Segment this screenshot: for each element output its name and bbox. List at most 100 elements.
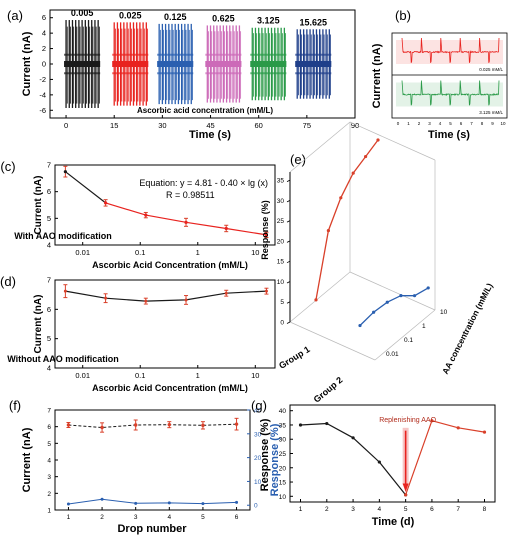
x-tick-label: 0 <box>64 121 68 130</box>
x-tick-label: 75 <box>303 121 311 130</box>
response-line <box>68 499 236 504</box>
data-point <box>185 298 188 301</box>
panel-c: 0.01 0.1 1 10 4 5 6 7 Ascorbic Acid Concentratio… <box>0 159 275 270</box>
x-tick-label: 1 <box>67 514 71 521</box>
x-axis-label: Time (s) <box>428 129 470 141</box>
x-tick-label: 10 <box>251 371 259 380</box>
x-tick-label: 2 <box>418 121 421 126</box>
y-tick-label: 0 <box>42 60 46 69</box>
y-tick-label: 5 <box>47 334 51 343</box>
series-label: 3.125 <box>257 16 280 26</box>
data-point <box>457 426 460 429</box>
data-point <box>134 502 137 505</box>
data-point <box>378 460 381 463</box>
x-tick-label: 1 <box>196 248 200 257</box>
data-point <box>372 311 375 314</box>
panel-label: (a) <box>7 8 23 23</box>
data-point <box>67 423 70 426</box>
data-point <box>101 498 104 501</box>
panel-label: (d) <box>0 274 16 289</box>
noise-band <box>157 54 193 56</box>
series-line <box>360 288 428 326</box>
data-point <box>299 423 302 426</box>
y-tick-label: 35 <box>279 422 287 429</box>
data-point <box>352 172 355 175</box>
data-point <box>168 423 171 426</box>
y-tick-label: 5 <box>47 214 51 223</box>
x-axis-label: Time (d) <box>372 516 415 528</box>
series-label: 0.025 <box>119 10 142 20</box>
y-axis-label: Current (nA) <box>33 295 44 354</box>
x-tick-label: 6 <box>460 121 463 126</box>
data-point <box>67 503 70 506</box>
y-tick-label: 7 <box>47 408 51 415</box>
data-point <box>314 298 317 301</box>
data-point <box>201 424 204 427</box>
y-axis-label: Response (%) <box>260 200 270 260</box>
y-axis-label: Current (nA) <box>33 176 44 235</box>
x-tick-label: 15 <box>110 121 118 130</box>
baseline-band <box>157 61 193 67</box>
panel-label: (g) <box>251 398 267 413</box>
x-axis-label: Drop number <box>117 523 187 535</box>
noise-band <box>295 72 331 74</box>
group-label: Group 1 <box>277 344 312 371</box>
data-point <box>325 422 328 425</box>
annotation: Without AAO modification <box>7 354 119 364</box>
x-tick-label: 30 <box>158 121 166 130</box>
y-tick-label: 10 <box>277 279 285 286</box>
z-tick-label: 10 <box>440 309 448 316</box>
trace-legend: 3.125 mM/L <box>479 110 503 115</box>
data-point <box>404 493 407 496</box>
y-tick-label: 0 <box>280 320 284 327</box>
panel-label: (e) <box>290 152 306 167</box>
group-label: Group 2 <box>312 375 345 405</box>
data-point <box>184 221 187 224</box>
y-tick-label: 4 <box>42 29 46 38</box>
noise-band <box>157 72 193 74</box>
panel-b: 0 1 2 3 4 5 6 7 8 9 10Time (s)Current (nA)(b)0.025… <box>371 8 507 141</box>
series-0.025: 0.025 <box>112 10 148 105</box>
x-tick-label: 60 <box>255 121 263 130</box>
data-point <box>427 286 430 289</box>
noise-band <box>112 54 148 56</box>
data-point <box>235 422 238 425</box>
data-point <box>225 227 228 230</box>
baseline-band <box>250 61 286 67</box>
y-tick-label: 40 <box>279 408 287 415</box>
data-point <box>104 201 107 204</box>
y-tick-label: 20 <box>279 465 287 472</box>
series-line <box>316 140 378 300</box>
noise-band <box>112 72 148 74</box>
data-point <box>399 294 402 297</box>
y-right-tick-label: 0 <box>254 503 258 510</box>
x-tick-label: 5 <box>201 514 205 521</box>
y-tick-label: 6 <box>47 424 51 431</box>
panel-label: (b) <box>395 8 411 23</box>
data-point <box>386 301 389 304</box>
x-axis-label: Time (s) <box>189 129 231 141</box>
panel-f: 1 2 3 4 5 6 1 2 3 4 5 6 7 0 10 20 30 40 Drop number Current… <box>9 398 281 535</box>
x-tick-label: 5 <box>404 506 408 513</box>
data-point <box>483 431 486 434</box>
data-point <box>64 290 67 293</box>
box-top-edge <box>350 122 435 160</box>
series-label: 0.125 <box>164 12 187 22</box>
panel-a: 0 15 30 45 60 75 906420-2-4-6Time (s)Current (… <box>7 8 359 141</box>
y-axis-label: Current (nA) <box>21 427 33 492</box>
x-tick-label: 5 <box>449 121 452 126</box>
y-tick-label: 7 <box>47 161 51 170</box>
series-0.005: 0.005 <box>64 8 100 108</box>
x-tick-label: 1 <box>299 506 303 513</box>
x-tick-label: 10 <box>500 121 506 126</box>
y-tick-label: 15 <box>277 259 285 266</box>
data-point <box>413 294 416 297</box>
series-label: 0.625 <box>212 13 235 23</box>
x-tick-label: 0.01 <box>75 248 90 257</box>
series-0.125: 0.125 <box>157 12 193 104</box>
data-point <box>235 501 238 504</box>
y-tick-label: 5 <box>280 299 284 306</box>
x-tick-label: 1 <box>196 371 200 380</box>
data-point <box>364 155 367 158</box>
